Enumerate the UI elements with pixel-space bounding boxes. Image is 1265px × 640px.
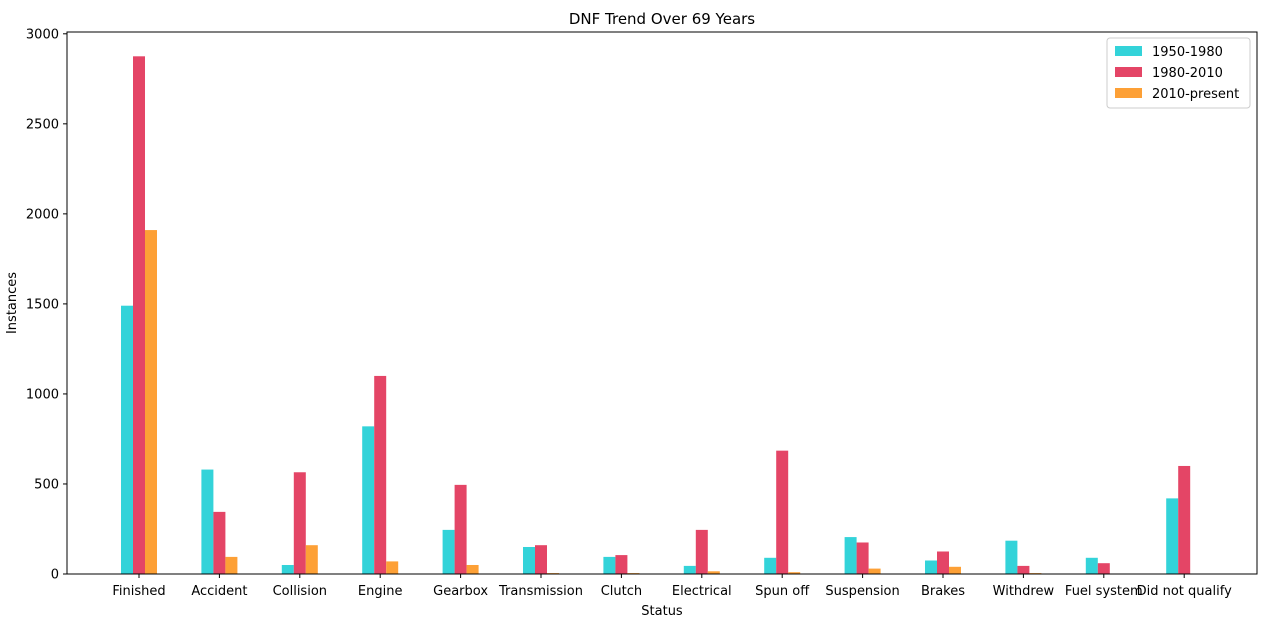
bar-brakes-series-3 xyxy=(949,566,961,574)
bar-gearbox-series-2 xyxy=(454,484,467,574)
legend-swatch xyxy=(1115,46,1142,56)
legend-label: 1950-1980 xyxy=(1152,45,1223,60)
bar-clutch-series-2 xyxy=(615,555,628,574)
x-tick-label: Brakes xyxy=(921,584,965,599)
legend-label: 1980-2010 xyxy=(1152,66,1223,81)
bar-engine-series-3 xyxy=(386,561,399,574)
legend-swatch xyxy=(1115,88,1142,98)
legend-label: 2010-present xyxy=(1152,87,1239,102)
x-tick-label: Withdrew xyxy=(993,584,1055,599)
x-axis-label: Status xyxy=(641,604,683,619)
bar-electrical-series-1 xyxy=(683,565,696,574)
x-tick-label: Electrical xyxy=(672,584,732,599)
x-tick-label: Clutch xyxy=(601,584,642,599)
bar-transmission-series-1 xyxy=(523,546,535,574)
bar-gearbox-series-1 xyxy=(442,529,455,574)
bar-spun-off-series-3 xyxy=(788,572,801,574)
x-tick-label: Gearbox xyxy=(433,584,488,599)
bar-did-not-qualify-series-1 xyxy=(1166,498,1179,574)
y-tick-label: 2000 xyxy=(26,207,59,222)
x-tick-label: Collision xyxy=(273,584,327,599)
bar-electrical-series-3 xyxy=(707,571,720,574)
bar-transmission-series-2 xyxy=(535,545,547,574)
bar-suspension-series-3 xyxy=(868,568,881,574)
x-tick-label: Suspension xyxy=(825,584,899,599)
bar-collision-series-1 xyxy=(281,564,294,574)
bar-suspension-series-2 xyxy=(856,542,869,574)
x-tick-label: Did not qualify xyxy=(1137,584,1232,599)
x-tick-label: Fuel system xyxy=(1065,584,1143,599)
bars-group xyxy=(121,56,1191,575)
legend-box xyxy=(1106,37,1251,109)
bar-spun-off-series-1 xyxy=(764,557,777,574)
x-tick-label: Engine xyxy=(358,584,403,599)
y-tick-label: 1500 xyxy=(26,297,59,312)
bar-accident-series-1 xyxy=(201,469,214,574)
legend: 1950-1980 1980-2010 2010-present xyxy=(1106,37,1251,109)
bar-gearbox-series-3 xyxy=(466,564,479,574)
y-tick-label: 500 xyxy=(34,477,59,492)
bar-engine-series-2 xyxy=(374,375,387,574)
plot-frame xyxy=(66,31,1258,575)
bar-accident-series-2 xyxy=(213,511,226,574)
x-tick-label: Finished xyxy=(112,584,165,599)
chart-title: DNF Trend Over 69 Years xyxy=(569,10,755,28)
x-axis: Finished Accident Collision Engine Gearbox Tr… xyxy=(112,574,1232,599)
bar-finished-series-1 xyxy=(121,305,133,574)
bar-spun-off-series-2 xyxy=(776,450,789,574)
y-tick-label: 0 xyxy=(51,568,59,583)
x-tick-label: Accident xyxy=(191,584,247,599)
bar-brakes-series-1 xyxy=(925,560,937,574)
bar-brakes-series-2 xyxy=(937,551,949,574)
bar-withdrew-series-1 xyxy=(1005,540,1018,574)
bar-fuel-system-series-1 xyxy=(1085,557,1098,574)
bar-finished-series-3 xyxy=(145,230,157,574)
bar-collision-series-2 xyxy=(293,472,306,574)
bar-engine-series-1 xyxy=(362,426,375,574)
y-axis-label: Instances xyxy=(5,272,20,334)
x-tick-label: Transmission xyxy=(498,584,583,599)
y-tick-label: 3000 xyxy=(26,27,59,42)
bar-accident-series-3 xyxy=(225,556,238,574)
bar-fuel-system-series-2 xyxy=(1097,563,1110,574)
bar-did-not-qualify-series-2 xyxy=(1178,465,1191,574)
legend-swatch xyxy=(1115,67,1142,77)
bar-collision-series-3 xyxy=(305,545,318,574)
bar-withdrew-series-2 xyxy=(1017,565,1030,574)
bar-clutch-series-1 xyxy=(603,556,616,574)
y-tick-label: 2500 xyxy=(26,117,59,132)
y-axis: 0 500 1000 1500 2000 2500 3000 xyxy=(26,27,67,583)
bar-finished-series-2 xyxy=(133,56,145,575)
bar-electrical-series-2 xyxy=(695,529,708,574)
y-tick-label: 1000 xyxy=(26,387,59,402)
bar-suspension-series-1 xyxy=(844,537,857,574)
x-tick-label: Spun off xyxy=(755,584,810,599)
